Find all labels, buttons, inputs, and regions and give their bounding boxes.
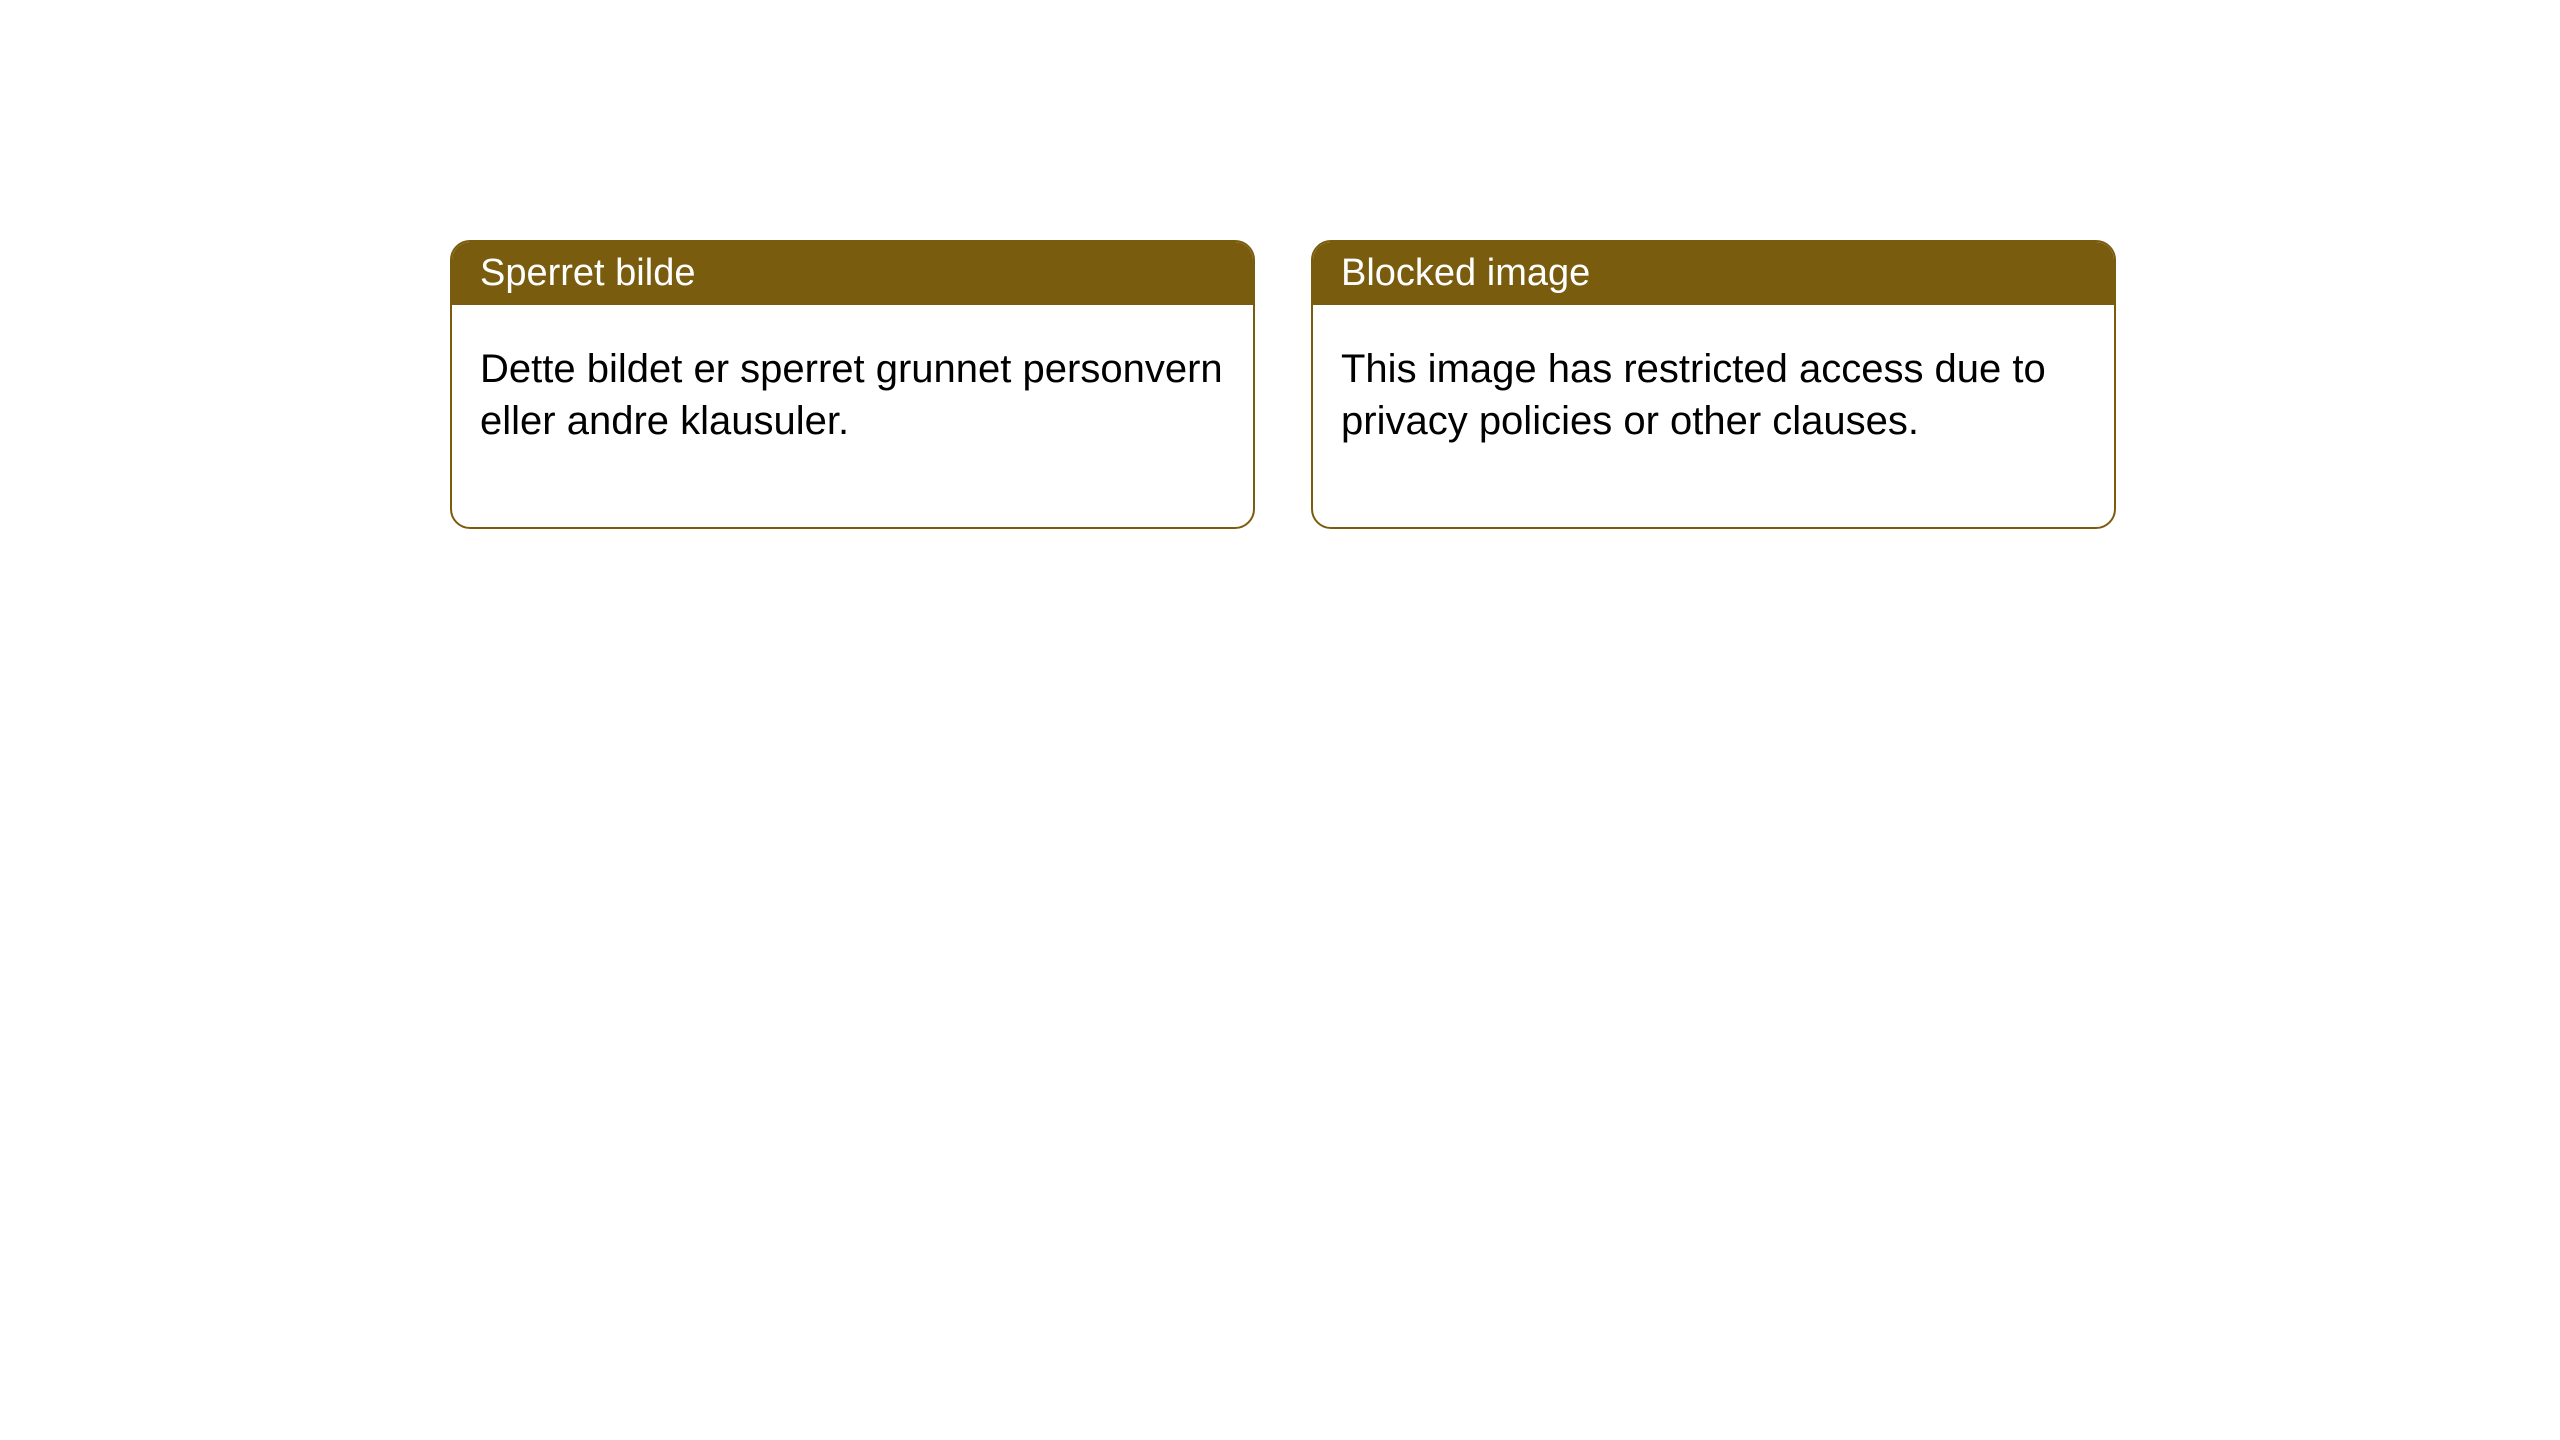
- blocked-image-card-norwegian: Sperret bilde Dette bildet er sperret gr…: [450, 240, 1255, 529]
- card-header-english: Blocked image: [1313, 242, 2114, 305]
- card-header-norwegian: Sperret bilde: [452, 242, 1253, 305]
- card-body-norwegian: Dette bildet er sperret grunnet personve…: [452, 305, 1253, 527]
- blocked-image-card-english: Blocked image This image has restricted …: [1311, 240, 2116, 529]
- cards-container: Sperret bilde Dette bildet er sperret gr…: [0, 0, 2560, 529]
- card-body-english: This image has restricted access due to …: [1313, 305, 2114, 527]
